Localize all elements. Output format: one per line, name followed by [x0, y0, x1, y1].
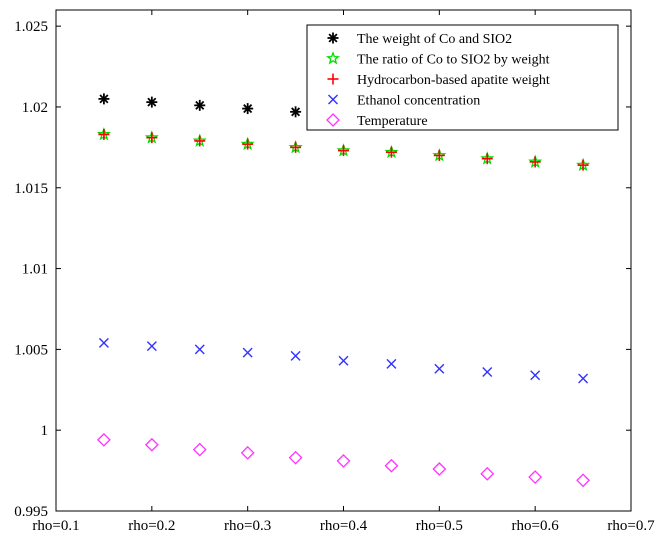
- data-point: [480, 466, 495, 481]
- legend-marker: [325, 51, 341, 65]
- data-point: [290, 350, 301, 361]
- legend-marker: [328, 94, 338, 105]
- legend-label: Hydrocarbon-based apatite weight: [357, 73, 550, 88]
- legend-marker: [327, 73, 339, 85]
- data-point: [385, 146, 397, 158]
- data-point: [384, 458, 399, 473]
- data-point: [529, 156, 541, 168]
- data-point: [386, 358, 397, 369]
- data-point: [144, 437, 159, 452]
- data-point: [96, 432, 111, 447]
- x-tick-label: rho=0.4: [320, 518, 368, 534]
- data-point: [146, 132, 158, 144]
- legend-box: [306, 24, 619, 131]
- data-point: [578, 373, 589, 384]
- data-point: [146, 341, 157, 352]
- x-tick-label: rho=0.5: [416, 518, 463, 534]
- legend-label: Ethanol concentration: [357, 94, 480, 109]
- data-point: [242, 138, 254, 150]
- data-point: [530, 370, 541, 381]
- data-point: [434, 363, 445, 374]
- y-tick-label: 0.995: [14, 504, 48, 520]
- data-point: [576, 473, 591, 488]
- legend-label: Temperature: [357, 114, 428, 129]
- x-tick-label: rho=0.1: [32, 518, 79, 534]
- legend-marker: [327, 32, 339, 44]
- data-point: [482, 367, 493, 378]
- axes: 0.995 1 1.005 1.01 1.015 1.02 1.025 rho=0.1 rho=…: [14, 9, 655, 534]
- data-point: [194, 135, 206, 147]
- y-tick-label: 1.01: [22, 262, 48, 278]
- x-tick-label: rho=0.7: [607, 518, 655, 534]
- data-point: [481, 153, 493, 165]
- y-tick-label: 1: [41, 423, 49, 439]
- data-point: [194, 344, 205, 355]
- legend-marker: [326, 113, 340, 127]
- data-point: [242, 347, 253, 358]
- y-tick-label: 1.02: [22, 100, 48, 116]
- data-point: [433, 149, 445, 161]
- data-point: [288, 450, 303, 465]
- data-point: [242, 103, 254, 115]
- data-point: [290, 106, 302, 118]
- x-tick-label: rho=0.3: [224, 518, 271, 534]
- data-point: [432, 462, 447, 476]
- data-point: [338, 355, 349, 366]
- data-point: [192, 442, 207, 457]
- data-point: [577, 159, 589, 171]
- data-point: [336, 453, 351, 468]
- data-points: [96, 93, 591, 488]
- data-point: [528, 470, 543, 484]
- data-point: [98, 128, 110, 140]
- legend-label: The ratio of Co to SIO2 by weight: [357, 53, 550, 68]
- data-point: [290, 141, 302, 153]
- y-tick-label: 1.025: [14, 19, 48, 35]
- legend-label: The weight of Co and SIO2: [357, 32, 512, 47]
- data-point: [338, 145, 349, 157]
- y-tick-label: 1.005: [14, 342, 48, 358]
- x-tick-label: rho=0.6: [512, 518, 560, 534]
- legend: The weight of Co and SIO2 The ratio of Co…: [306, 24, 619, 131]
- y-tick-label: 1.015: [14, 181, 48, 197]
- data-point: [194, 99, 206, 111]
- data-point: [146, 96, 158, 108]
- data-point: [98, 93, 110, 105]
- data-point: [240, 445, 255, 460]
- x-tick-label: rho=0.2: [128, 518, 175, 534]
- data-point: [98, 337, 109, 348]
